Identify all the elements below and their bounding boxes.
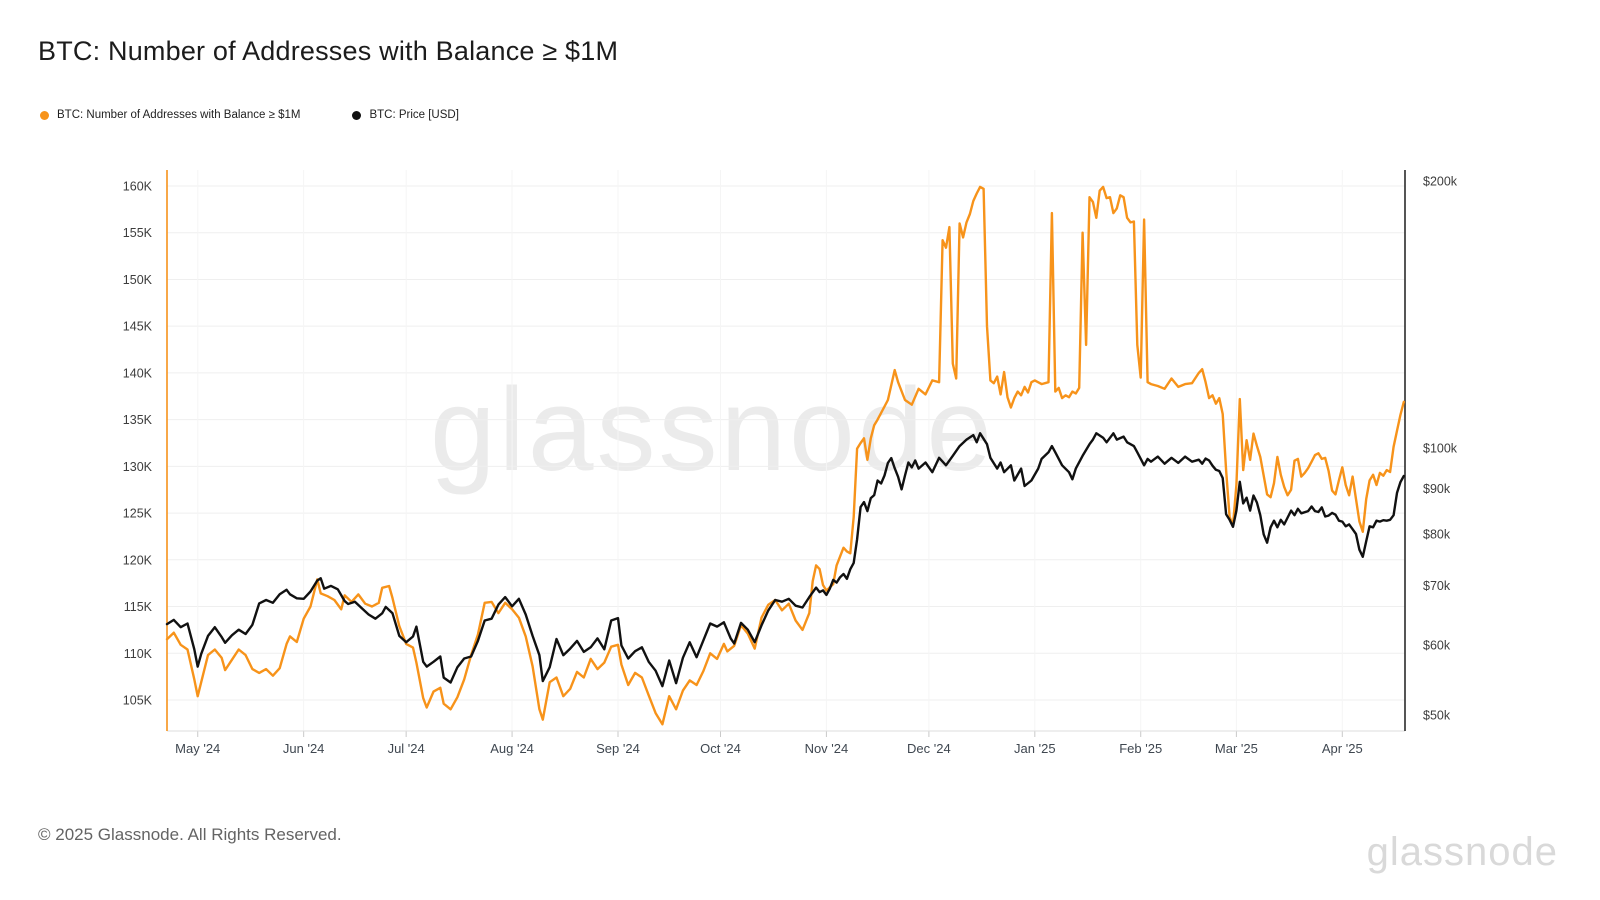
glassnode-logo: glassnode [1366,830,1558,874]
left-axis-tick-label: 160K [123,180,153,194]
addresses-series-line[interactable] [165,185,1406,726]
x-axis-tick-label: Apr '25 [1322,741,1363,756]
left-axis-tick-label: 125K [123,507,153,521]
legend-label-addresses: BTC: Number of Addresses with Balance ≥ … [57,109,301,121]
legend-label-price: BTC: Price [USD] [369,109,459,121]
left-axis-tick-label: 115K [124,600,153,614]
legend-dot-price-icon [352,110,362,120]
right-axis-tick-label: $80k [1423,527,1451,541]
x-axis-tick-label: Mar '25 [1215,741,1258,756]
right-axis-tick-label: $70k [1423,579,1451,593]
x-axis-tick-label: May '24 [175,741,220,756]
left-axis-tick-label: 155K [123,226,153,240]
left-axis-tick-label: 140K [123,366,153,380]
left-axis-tick-label: 150K [123,273,153,287]
copyright-text: © 2025 Glassnode. All Rights Reserved. [38,825,342,844]
right-axis-tick-label: $60k [1423,638,1451,652]
legend-item-addresses[interactable]: BTC: Number of Addresses with Balance ≥ … [40,109,300,121]
page-title: BTC: Number of Addresses with Balance ≥ … [38,36,619,66]
chart-legend: BTC: Number of Addresses with Balance ≥ … [40,109,511,121]
x-axis-tick-label: Feb '25 [1119,741,1162,756]
legend-dot-addresses-icon [40,110,49,120]
left-axis-tick-label: 130K [123,460,153,474]
x-axis-tick-label: Jun '24 [283,741,325,756]
x-axis-tick-label: Jan '25 [1014,741,1056,756]
right-axis-tick-label: $90k [1423,482,1451,496]
legend-item-price[interactable]: BTC: Price [USD] [352,109,459,121]
left-axis-tick-label: 105K [123,693,153,707]
x-axis-tick-label: Nov '24 [805,741,849,756]
x-axis-tick-label: Aug '24 [490,741,534,756]
left-axis-tick-label: 135K [123,413,153,427]
x-axis-tick-label: Sep '24 [596,741,640,756]
price-series-line[interactable] [165,432,1406,688]
right-axis-tick-label: $100k [1423,442,1458,456]
right-axis-tick-label: $200k [1423,175,1458,189]
x-axis-tick-label: Oct '24 [700,741,741,756]
left-axis-tick-label: 145K [123,320,153,334]
x-axis-tick-label: Dec '24 [907,741,951,756]
right-axis-tick-label: $50k [1423,709,1451,723]
left-axis-tick-label: 120K [123,553,153,567]
x-axis-tick-label: Jul '24 [388,741,425,756]
left-axis-tick-label: 110K [124,647,153,661]
